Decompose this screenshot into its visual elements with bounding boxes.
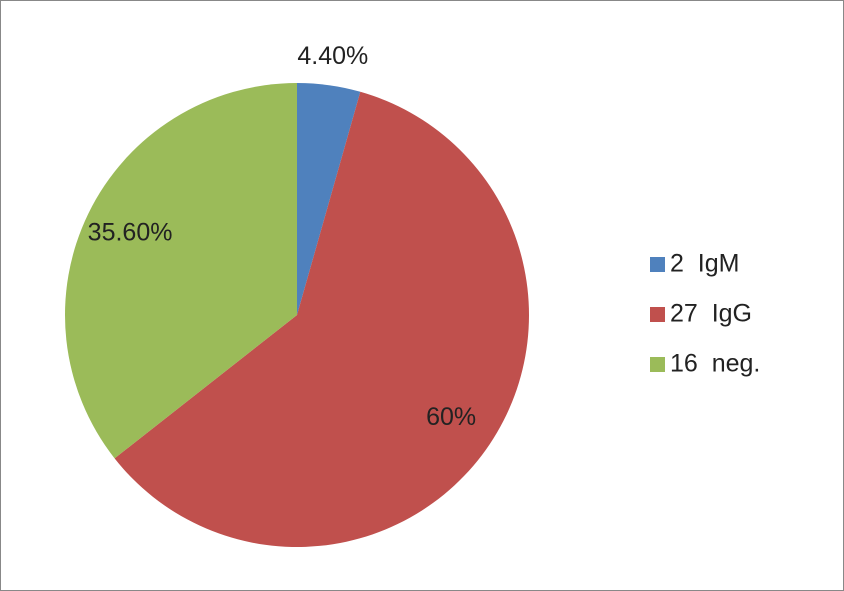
- legend-swatch: [650, 307, 665, 322]
- value-label: 35.60%: [88, 218, 173, 246]
- pie-slice: [64, 83, 297, 459]
- value-label: 4.40%: [297, 42, 368, 70]
- pie-slice: [114, 91, 529, 548]
- value-label: 60%: [426, 403, 476, 431]
- pie-slice: [297, 83, 361, 315]
- legend-swatch: [650, 257, 665, 272]
- legend-label: 16 neg.: [670, 350, 760, 378]
- legend-label: 2 IgM: [670, 250, 739, 278]
- legend-label: 27 IgG: [670, 300, 752, 328]
- legend-swatch: [650, 357, 665, 372]
